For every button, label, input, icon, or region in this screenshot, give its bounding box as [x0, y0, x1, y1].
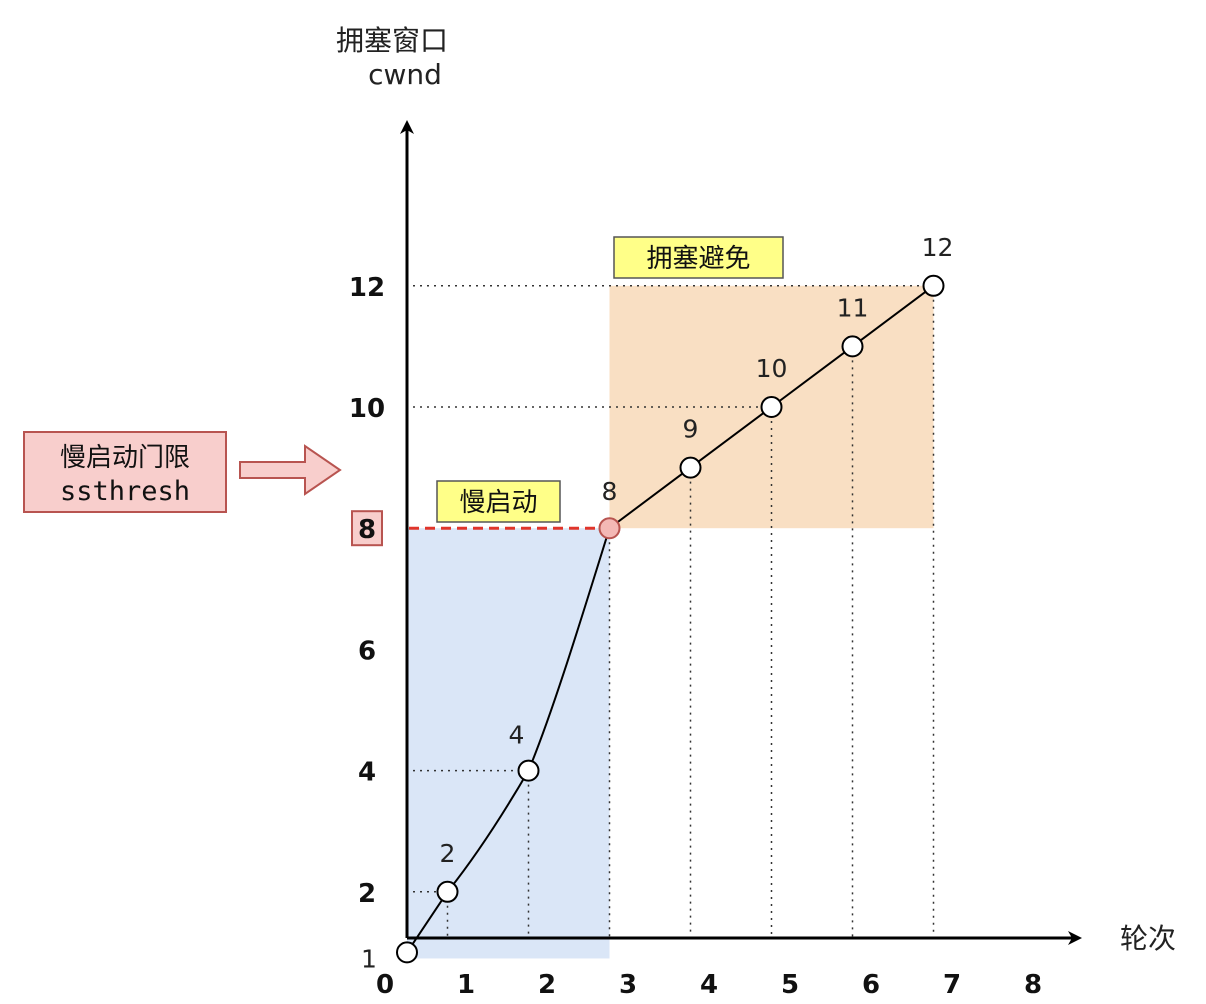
line-layer — [406, 284, 935, 953]
point-1 — [396, 941, 418, 964]
threshold-arrow-icon — [239, 444, 342, 496]
y-tick-2: 2 — [358, 879, 376, 909]
region-label-box-1 — [613, 236, 784, 279]
point-12 — [922, 274, 945, 297]
point-label-8: 8 — [602, 477, 618, 506]
point-label-11: 11 — [837, 293, 869, 322]
region-label-1: 拥塞避免 — [646, 244, 750, 274]
points-layer — [396, 274, 945, 964]
x-tick-1: 1 — [457, 970, 475, 1000]
point-4 — [517, 759, 540, 782]
point-label-1: 1 — [361, 944, 377, 973]
point-9 — [679, 456, 702, 479]
x-tick-5: 5 — [781, 970, 799, 1000]
point-11 — [841, 335, 864, 358]
point-label-9: 9 — [683, 415, 699, 444]
region-label-box-0 — [436, 480, 561, 523]
y-tick-4: 4 — [358, 758, 376, 788]
x-tick-8: 8 — [1024, 970, 1042, 1000]
y-axis-title: 拥塞窗口 — [336, 24, 448, 57]
point-10 — [760, 396, 783, 418]
x-tick-0: 0 — [376, 970, 394, 1000]
threshold-annotation-symbol: ssthresh — [60, 476, 190, 507]
series-line — [406, 284, 935, 953]
point-2 — [436, 880, 459, 903]
x-tick-7: 7 — [943, 970, 961, 1000]
regions-layer — [407, 285, 934, 959]
threshold-annotation-title: 慢启动门限 — [60, 443, 190, 473]
threshold-annotation-box — [23, 431, 227, 513]
point-8 — [598, 517, 621, 540]
y-tick-10: 10 — [349, 394, 385, 424]
x-tick-3: 3 — [619, 970, 637, 1000]
region-label-0: 慢启动 — [459, 488, 537, 518]
x-tick-6: 6 — [862, 970, 880, 1000]
x-tick-2: 2 — [538, 970, 556, 1000]
x-axis-title: 轮次 — [1120, 922, 1176, 955]
point-label-2: 2 — [440, 839, 456, 868]
threshold-tick-box — [351, 510, 383, 547]
x-tick-4: 4 — [700, 970, 718, 1000]
point-label-12: 12 — [922, 233, 954, 262]
point-label-10: 10 — [756, 354, 788, 383]
point-label-4: 4 — [509, 721, 525, 750]
y-tick-8: 8 — [358, 515, 376, 545]
y-tick-12: 12 — [349, 273, 385, 303]
y-axis-unit: cwnd — [368, 58, 442, 91]
y-tick-6: 6 — [358, 636, 376, 666]
